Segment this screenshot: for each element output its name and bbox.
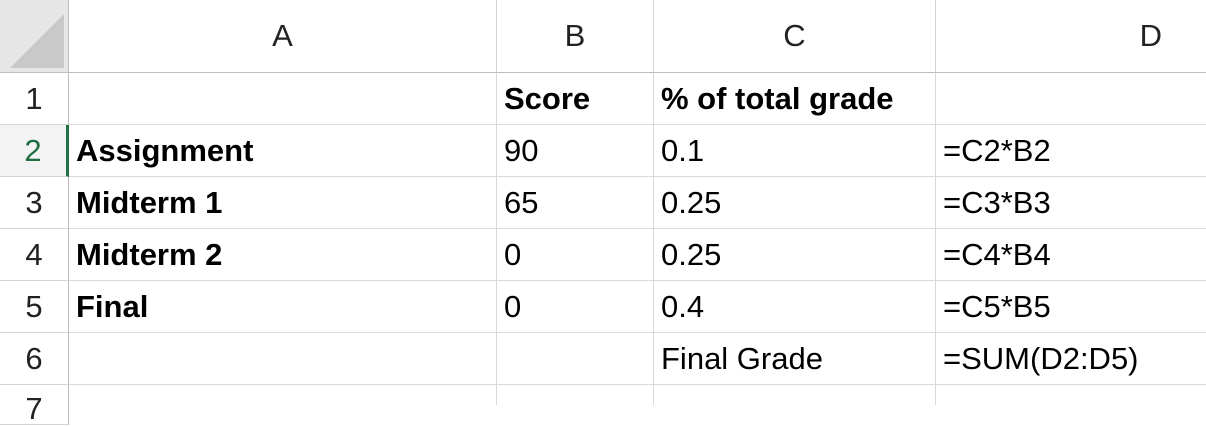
- cell-b4[interactable]: 0: [497, 229, 654, 281]
- select-all-triangle-icon: [10, 14, 64, 68]
- cell-b6[interactable]: [497, 333, 654, 385]
- cell-b5[interactable]: 0: [497, 281, 654, 333]
- row-header-7[interactable]: 7: [0, 385, 69, 426]
- cell-c4[interactable]: 0.25: [654, 229, 936, 281]
- cell-b7[interactable]: [497, 385, 654, 405]
- select-all-corner[interactable]: [0, 0, 69, 73]
- cell-c5[interactable]: 0.4: [654, 281, 936, 333]
- cell-d2[interactable]: =C2*B2: [936, 125, 1206, 177]
- cell-c3[interactable]: 0.25: [654, 177, 936, 229]
- cell-a7[interactable]: [69, 385, 497, 405]
- row-header-5[interactable]: 5: [0, 281, 69, 333]
- column-header-c[interactable]: C: [654, 0, 936, 73]
- cell-a2[interactable]: Assignment: [69, 125, 497, 177]
- cell-b3[interactable]: 65: [497, 177, 654, 229]
- cell-a3[interactable]: Midterm 1: [69, 177, 497, 229]
- column-header-b[interactable]: B: [497, 0, 654, 73]
- cell-a5[interactable]: Final: [69, 281, 497, 333]
- cell-b1[interactable]: Score: [497, 73, 654, 125]
- column-header-d[interactable]: D: [936, 0, 1206, 73]
- cell-d7[interactable]: [936, 385, 1206, 405]
- row-header-2[interactable]: 2: [0, 125, 69, 177]
- cell-c2[interactable]: 0.1: [654, 125, 936, 177]
- cell-a4[interactable]: Midterm 2: [69, 229, 497, 281]
- row-header-1[interactable]: 1: [0, 73, 69, 125]
- cell-c7[interactable]: [654, 385, 936, 405]
- cell-d6[interactable]: =SUM(D2:D5): [936, 333, 1206, 385]
- row-header-6[interactable]: 6: [0, 333, 69, 385]
- column-header-a[interactable]: A: [69, 0, 497, 73]
- cell-a1[interactable]: [69, 73, 497, 125]
- cell-c1[interactable]: % of total grade: [654, 73, 936, 125]
- cell-c6[interactable]: Final Grade: [654, 333, 936, 385]
- cell-b2[interactable]: 90: [497, 125, 654, 177]
- cell-d3[interactable]: =C3*B3: [936, 177, 1206, 229]
- cell-d1[interactable]: [936, 73, 1206, 125]
- row-header-4[interactable]: 4: [0, 229, 69, 281]
- cell-d4[interactable]: =C4*B4: [936, 229, 1206, 281]
- cell-d5[interactable]: =C5*B5: [936, 281, 1206, 333]
- cell-a6[interactable]: [69, 333, 497, 385]
- row-header-3[interactable]: 3: [0, 177, 69, 229]
